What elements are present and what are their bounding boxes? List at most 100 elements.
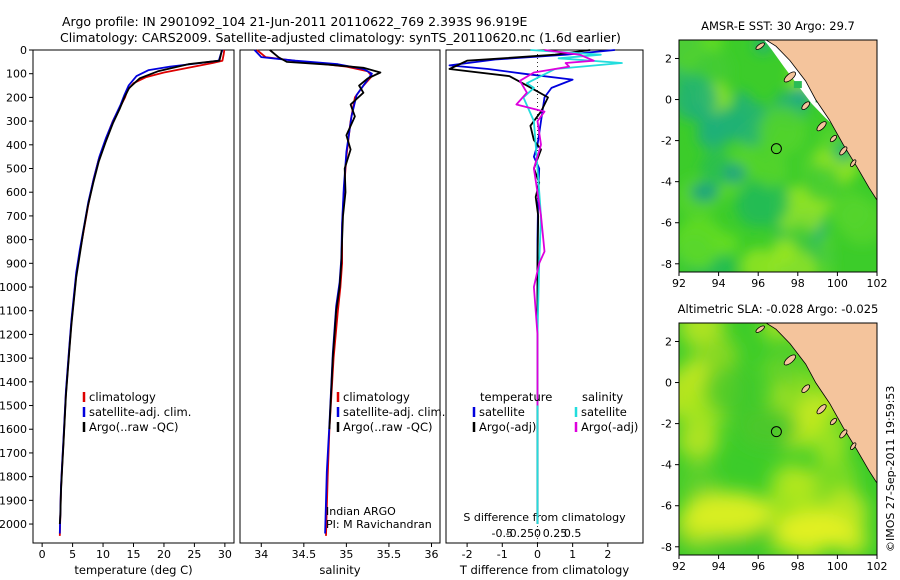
temperature-xtick-label: 10 [96,548,110,561]
sla_map-xtick-label: 100 [827,560,848,573]
sla_map-blob [738,407,799,448]
sla_map-title: Altimetric SLA: -0.028 Argo: -0.025 [678,302,879,316]
sla_map-field [679,323,877,555]
temperature-ytick-label: 1400 [0,376,27,389]
temperature-xtick-label: 20 [157,548,171,561]
temperature-ytick-label: 300 [6,115,27,128]
sst_map-blob [710,253,737,272]
sst_map-blob [770,237,797,264]
salinity-annotation: Indian ARGO [326,505,396,518]
salinity-legend-label: climatology [343,390,410,404]
temperature-ytick-label: 800 [6,234,27,247]
sst_map-frame [678,39,878,273]
sla_map-blob [756,525,778,547]
sla_map-blob [680,464,719,503]
temperature-axes [32,49,235,544]
temperature-series-line [58,49,223,525]
temperature-ytick-label: 500 [6,163,27,176]
difference-xtick-label: -1 [497,548,508,561]
sst_map-ytick-label: 0 [665,94,672,107]
sst_map-blob [690,181,719,202]
sla_map-xtick-label: 96 [751,560,765,573]
sst_map-argo-marker [770,143,782,155]
difference-x2tick-label: 0.25 [543,527,568,540]
temperature-ytick-label: 1000 [0,281,27,294]
sst_map-blob [722,163,747,184]
sla_map-island [839,429,848,439]
sla_map-blob [679,418,719,461]
temperature-chart: 0 5 10 15 20 25 30 temperature (deg C) 0 100 200 30… [0,44,235,577]
sst_map-ytick-label: -2 [661,135,672,148]
sla_map-xtick-label: 102 [867,560,888,573]
sla_map-ytick-label: -4 [661,459,672,472]
sla_map-argo-marker [770,426,782,438]
salinity-xtick-label: 35.5 [377,548,402,561]
temperature-ytick-label: 1900 [0,494,27,507]
temperature-ytick-label: 1800 [0,471,27,484]
sst_map: AMSR-E SST: 30 Argo: 29.7 92 94 96 98 100 102 -… [661,19,887,290]
difference-x2tick-label: -0.25 [506,527,534,540]
sst_map-blob [679,40,706,71]
sst_map-island [816,121,827,132]
sst_map-ytick-label: -4 [661,176,672,189]
sst_map-land [765,40,877,201]
sla_map-island [829,417,838,426]
temperature-legend-label: Argo(..raw -QC) [89,420,179,434]
sla_map-xtick-label: 94 [712,560,726,573]
sst_map-blob [803,165,842,203]
temperature-ytick-label: 1200 [0,328,27,341]
sst_map-pixel [793,81,802,89]
sla_map-island [801,384,811,394]
sst_map-blob [679,75,718,122]
difference-x2label: S difference from climatology [463,511,626,524]
difference-sal-legend-label: satellite [581,405,627,419]
temperature-legend-label: climatology [89,390,156,404]
sla_map-blob [703,364,756,417]
sst_map-blob [701,40,724,52]
sla_map-ytick-label: -6 [661,500,672,513]
salinity-xlabel: salinity [319,563,360,577]
difference-xtick-label: 0 [534,548,541,561]
difference-series-line [448,49,591,524]
temperature-legend-label: satellite-adj. clim. [89,405,191,419]
difference-axes [445,49,644,544]
temperature-ytick-label: 700 [6,210,27,223]
salinity-xtick-label: 34 [254,548,268,561]
temperature-ytick-label: 1500 [0,400,27,413]
temperature-ytick-label: 600 [6,186,27,199]
sst_map-blob [712,107,746,141]
sst_map-blob [732,91,752,110]
sla_map-blob [698,337,739,370]
sla_map-xtick-label: 98 [791,560,805,573]
difference-x2tick-label: -0.5 [492,527,513,540]
salinity-chart: 34 34.5 35 35.5 36 salinity climatologysatelli… [239,49,445,577]
difference-chart: -2 -1 0 1 2 T difference from climatology S di… [445,49,644,577]
sst_map-blob [679,217,726,269]
sla_map-ytick-label: 2 [665,335,672,348]
temperature-xlabel: temperature (deg C) [74,563,192,577]
sst_map-blob [758,106,808,156]
header-line-1: Argo profile: IN 2901092_104 21-Jun-2011… [62,14,528,29]
sla_map-blob [686,399,706,419]
sla_map-ytick-label: -8 [661,541,672,554]
salinity-xtick-label: 36 [424,548,438,561]
temperature-xtick-label: 25 [187,548,201,561]
sst_map-blob [741,248,777,272]
sst_map-island [783,71,796,83]
temperature-ytick-label: 1300 [0,352,27,365]
temperature-ytick-label: 100 [6,68,27,81]
difference-xtick-label: -2 [462,548,473,561]
sla_map-blob [773,512,854,549]
sst_map-xtick-label: 100 [827,277,848,290]
temperature-ytick-label: 900 [6,257,27,270]
difference-xlabel: T difference from climatology [459,563,630,577]
sla_map-xtick-label: 92 [672,560,686,573]
sst_map-island [850,159,857,168]
sst_map-island [829,134,838,143]
salinity-series-line [269,49,382,430]
temperature-xtick-label: 5 [69,548,76,561]
sla_map-island [850,442,857,451]
difference-legend-title: salinity [582,390,623,404]
difference-temp-legend-label: Argo(-adj) [479,420,536,434]
